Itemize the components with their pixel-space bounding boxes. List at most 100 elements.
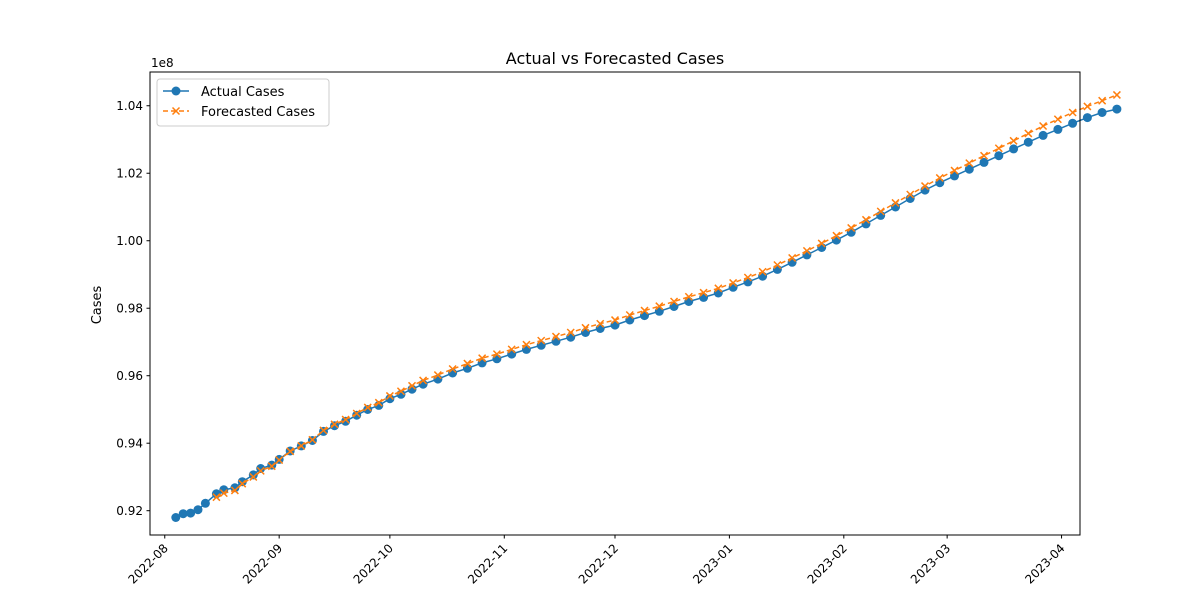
x-tick-label: 2022-11 bbox=[465, 541, 510, 586]
actual-point bbox=[566, 332, 576, 342]
forecast-point bbox=[596, 319, 605, 328]
forecast-point bbox=[363, 403, 372, 412]
forecast-point bbox=[788, 253, 797, 262]
forecast-point bbox=[640, 306, 649, 315]
actual-point bbox=[1009, 144, 1019, 154]
forecast-point bbox=[1098, 96, 1107, 105]
actual-point bbox=[654, 306, 664, 316]
forecast-point bbox=[396, 387, 405, 396]
x-tick-label: 2022-08 bbox=[126, 541, 171, 586]
forecast-point bbox=[219, 489, 228, 498]
forecast-point bbox=[891, 198, 900, 207]
actual-point bbox=[256, 464, 266, 473]
forecast-point bbox=[832, 231, 841, 240]
forecast-point bbox=[419, 376, 428, 385]
forecast-point bbox=[1112, 90, 1121, 99]
forecast-point bbox=[699, 288, 708, 297]
forecast-point bbox=[330, 420, 339, 429]
forecast-point bbox=[906, 190, 915, 199]
forecast-point bbox=[275, 456, 284, 465]
plot-area-frame bbox=[149, 71, 1081, 536]
forecast-point bbox=[743, 273, 752, 282]
actual-point bbox=[1112, 104, 1122, 114]
x-tick-label: 2022-12 bbox=[576, 541, 621, 586]
actual-point bbox=[581, 328, 590, 337]
actual-point bbox=[193, 505, 203, 515]
x-axis: 2022-08 2022-09 2022-10 2022-11 2022-12 2023-… bbox=[126, 535, 1068, 587]
forecast-point bbox=[374, 398, 383, 407]
forecast-point bbox=[230, 486, 239, 495]
forecast-point bbox=[507, 345, 516, 354]
forecast-point bbox=[980, 151, 989, 160]
forecast-point bbox=[714, 284, 723, 293]
forecast-point bbox=[965, 159, 974, 168]
y-tick-label: 0.96 bbox=[116, 369, 143, 383]
forecast-point bbox=[267, 462, 276, 471]
forecast-point bbox=[352, 409, 361, 418]
actual-point bbox=[1038, 130, 1048, 140]
actual-point bbox=[237, 477, 247, 487]
legend-box bbox=[156, 78, 330, 127]
y-tick-label: 1.02 bbox=[116, 167, 143, 181]
forecast-point bbox=[433, 371, 442, 380]
actual-point bbox=[979, 157, 989, 167]
forecast-point bbox=[581, 323, 590, 332]
forecast-point bbox=[847, 223, 856, 232]
forecast-point bbox=[920, 182, 930, 191]
actual-point bbox=[1023, 137, 1033, 147]
legend-actual-label: Actual Cases bbox=[201, 85, 285, 100]
forecast-point bbox=[758, 267, 767, 276]
forecast-point bbox=[492, 350, 501, 359]
actual-point bbox=[1053, 124, 1063, 134]
actual-point bbox=[200, 498, 210, 508]
actual-point bbox=[171, 513, 181, 522]
forecast-point bbox=[994, 144, 1003, 153]
actual-point bbox=[178, 509, 188, 519]
actual-point bbox=[230, 483, 240, 493]
forecast-point bbox=[478, 354, 487, 363]
y-tick-label: 0.92 bbox=[116, 504, 143, 518]
actual-point bbox=[640, 311, 649, 321]
series-line-forecast bbox=[216, 94, 1118, 498]
forecast-point bbox=[522, 340, 531, 349]
forecast-point bbox=[566, 328, 575, 337]
forecast-point bbox=[610, 316, 620, 325]
legend-actual-marker bbox=[171, 86, 181, 96]
y-tick-label: 0.94 bbox=[116, 437, 143, 451]
forecast-point bbox=[729, 278, 738, 287]
x-tick-label: 2023-04 bbox=[1022, 541, 1067, 586]
y-tick-label: 1.04 bbox=[116, 99, 143, 113]
y-offset-label: 1e8 bbox=[151, 56, 174, 70]
forecast-point bbox=[817, 239, 826, 248]
forecast-point bbox=[238, 479, 247, 488]
forecast-point bbox=[249, 472, 258, 481]
y-axis: 0.92 0.94 0.96 0.98 1.00 1.02 1.04 bbox=[116, 99, 150, 518]
actual-point bbox=[595, 324, 605, 333]
forecast-point bbox=[935, 173, 944, 182]
y-axis-label: Cases bbox=[90, 285, 105, 324]
forecast-point bbox=[950, 166, 959, 175]
forecast-point bbox=[1039, 121, 1048, 131]
x-tick-label: 2023-03 bbox=[908, 541, 953, 586]
x-tick-label: 2023-01 bbox=[690, 541, 735, 586]
forecast-point bbox=[551, 332, 560, 341]
forecast-point bbox=[1009, 136, 1018, 145]
actual-point bbox=[964, 164, 974, 174]
forecast-point bbox=[385, 391, 394, 400]
forecast-point bbox=[448, 364, 457, 373]
actual-point bbox=[1097, 108, 1107, 117]
forecast-point bbox=[670, 297, 679, 306]
actual-point bbox=[994, 151, 1004, 161]
forecast-point bbox=[625, 310, 634, 320]
forecast-point bbox=[655, 302, 664, 311]
forecast-point bbox=[1083, 102, 1092, 111]
forecast-point bbox=[861, 215, 870, 224]
forecast-point bbox=[256, 466, 265, 475]
actual-point bbox=[330, 421, 339, 431]
forecast-point bbox=[463, 359, 472, 368]
actual-point bbox=[1068, 118, 1078, 128]
forecast-point bbox=[773, 260, 782, 270]
actual-point bbox=[248, 470, 258, 480]
forecast-point bbox=[876, 207, 885, 216]
forecast-point bbox=[212, 493, 221, 502]
